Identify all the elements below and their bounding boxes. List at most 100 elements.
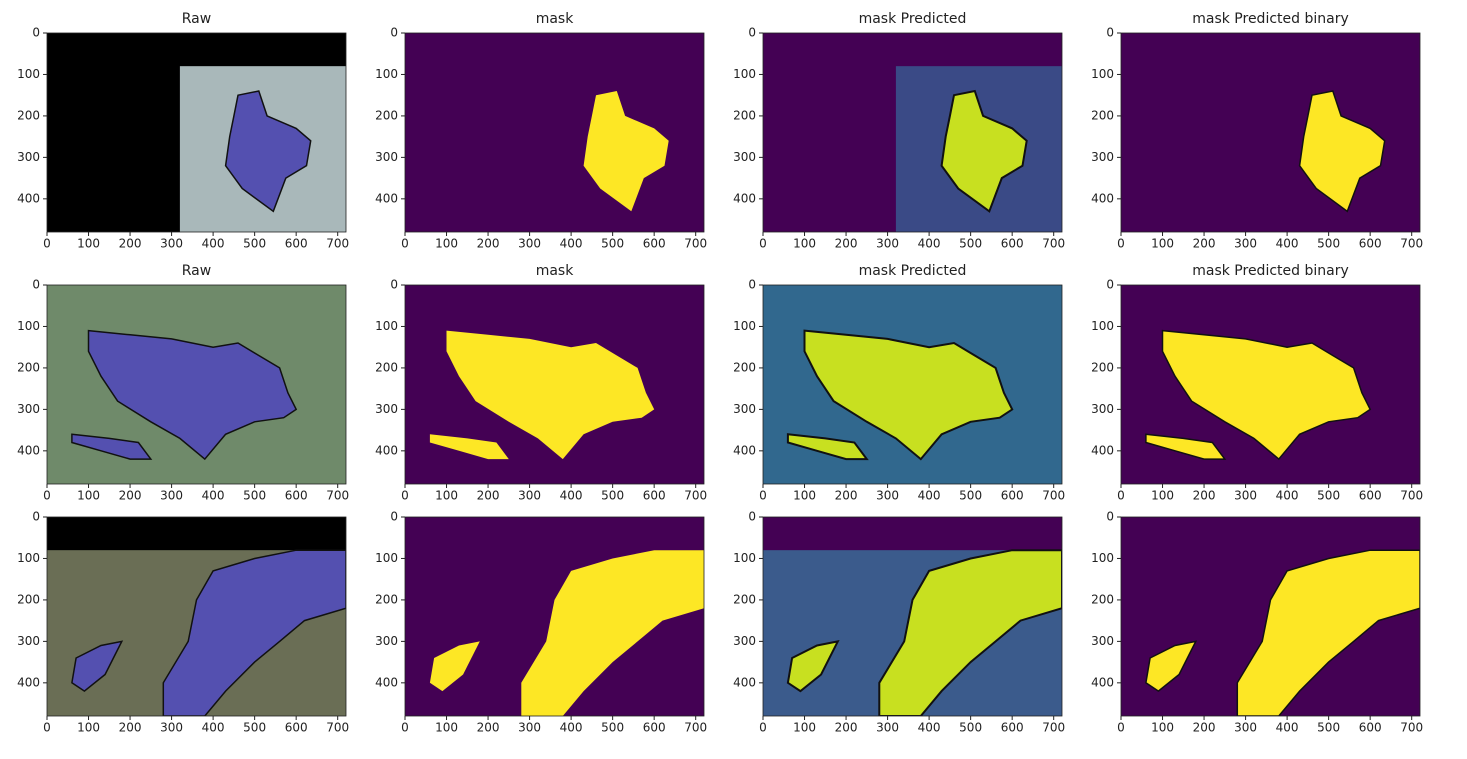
x-tick-label: 100: [793, 489, 816, 503]
x-tick-label: 100: [793, 721, 816, 735]
x-tick-label: 700: [326, 237, 349, 251]
panel: 0 100 200 300 400 500 600 700 0 100 200 300 400: [1091, 510, 1423, 735]
panel: 0 100 200 300 400 500 600 700 0 100 200 300 400: [17, 510, 349, 735]
axes-frame: [46, 284, 347, 485]
image: [1121, 517, 1420, 716]
y-tick-label: 400: [1091, 443, 1114, 457]
binary-area: [1145, 433, 1227, 460]
y-tick-label: 300: [17, 634, 40, 648]
x-tick-label: 100: [77, 721, 100, 735]
y-tick-label: 0: [32, 278, 40, 292]
panel-title: mask: [536, 11, 575, 27]
x-tick-label: 200: [835, 237, 858, 251]
x-tick-label: 600: [1359, 721, 1382, 735]
y-tick-label: 0: [748, 278, 756, 292]
y-tick-label: 0: [390, 26, 398, 40]
x-tick-label: 300: [160, 237, 183, 251]
x-tick-label: 0: [401, 237, 409, 251]
panel: 0 100 200 300 400 500 600 700 0 100 200 300 400: [375, 278, 707, 503]
x-tick-label: 300: [160, 489, 183, 503]
binary-area: [1161, 329, 1372, 461]
mask-area: [429, 434, 509, 460]
image: [47, 285, 346, 484]
y-tick-label: 400: [375, 191, 398, 205]
y-tick-label: 300: [1091, 634, 1114, 648]
x-tick-label: 700: [684, 489, 707, 503]
x-tick-label: 100: [435, 721, 458, 735]
y-tick-label: 300: [1091, 150, 1114, 164]
image: [1121, 285, 1420, 484]
x-tick-label: 0: [759, 721, 767, 735]
y-tick-label: 100: [17, 551, 40, 565]
y-tick-label: 200: [1091, 108, 1114, 122]
x-tick-label: 700: [684, 237, 707, 251]
y-tick-label: 300: [17, 402, 40, 416]
panel: 0 100 200 300 400 500 600 700 0 100 200 300 400: [17, 278, 349, 503]
y-tick-label: 300: [375, 402, 398, 416]
x-tick-label: 700: [1042, 721, 1065, 735]
x-tick-label: 500: [959, 237, 982, 251]
x-tick-label: 700: [1400, 721, 1423, 735]
mask-area: [583, 91, 669, 212]
y-tick-label: 0: [1106, 26, 1114, 40]
x-tick-label: 300: [1234, 237, 1257, 251]
x-tick-label: 500: [243, 489, 266, 503]
y-tick-label: 200: [733, 592, 756, 606]
x-tick-label: 100: [1151, 489, 1174, 503]
x-tick-label: 500: [1317, 237, 1340, 251]
image: [763, 33, 1062, 232]
panel: 0 100 200 300 400 500 600 700 0 100 200 300 400: [733, 278, 1065, 503]
binary-area: [1298, 90, 1386, 213]
x-tick-label: 600: [643, 721, 666, 735]
image: [405, 517, 704, 716]
x-tick-label: 200: [1193, 721, 1216, 735]
panel: 0 100 200 300 400 500 600 700 0 100 200 300 400: [1091, 26, 1423, 251]
x-tick-label: 200: [477, 489, 500, 503]
x-tick-label: 700: [1400, 237, 1423, 251]
x-tick-label: 0: [43, 721, 51, 735]
x-tick-label: 600: [1001, 237, 1024, 251]
panel-title: Raw: [182, 263, 211, 279]
x-tick-label: 500: [243, 237, 266, 251]
x-tick-label: 300: [876, 237, 899, 251]
x-tick-label: 200: [835, 489, 858, 503]
panel-title: Raw: [182, 11, 211, 27]
x-tick-label: 0: [1117, 489, 1125, 503]
x-tick-label: 300: [518, 721, 541, 735]
x-tick-label: 700: [1042, 489, 1065, 503]
x-tick-label: 200: [1193, 237, 1216, 251]
y-tick-label: 200: [375, 108, 398, 122]
x-tick-label: 500: [959, 721, 982, 735]
y-tick-label: 0: [1106, 278, 1114, 292]
x-tick-label: 600: [1001, 489, 1024, 503]
x-tick-label: 700: [326, 489, 349, 503]
y-tick-label: 100: [1091, 551, 1114, 565]
x-tick-label: 400: [560, 237, 583, 251]
panel: 0 100 200 300 400 500 600 700 0 100 200 300 400: [375, 510, 707, 735]
y-tick-label: 300: [375, 150, 398, 164]
x-tick-label: 300: [1234, 721, 1257, 735]
x-tick-label: 400: [202, 721, 225, 735]
y-tick-label: 400: [17, 675, 40, 689]
binary-area: [1236, 549, 1420, 716]
axes-frame: [1120, 32, 1421, 233]
panel-title: mask: [536, 263, 575, 279]
x-tick-label: 0: [401, 721, 409, 735]
x-tick-label: 500: [243, 721, 266, 735]
y-tick-label: 100: [1091, 319, 1114, 333]
y-tick-label: 200: [1091, 360, 1114, 374]
x-tick-label: 400: [560, 721, 583, 735]
axes-frame: [404, 516, 705, 717]
x-tick-label: 700: [326, 721, 349, 735]
axes-frame: [1120, 516, 1421, 717]
y-tick-label: 0: [32, 510, 40, 524]
x-tick-label: 0: [43, 489, 51, 503]
y-tick-label: 0: [748, 26, 756, 40]
x-tick-label: 300: [518, 489, 541, 503]
x-tick-label: 100: [1151, 721, 1174, 735]
x-tick-label: 200: [119, 489, 142, 503]
y-tick-label: 300: [375, 634, 398, 648]
x-tick-label: 400: [560, 489, 583, 503]
pred-area: [878, 549, 1062, 716]
